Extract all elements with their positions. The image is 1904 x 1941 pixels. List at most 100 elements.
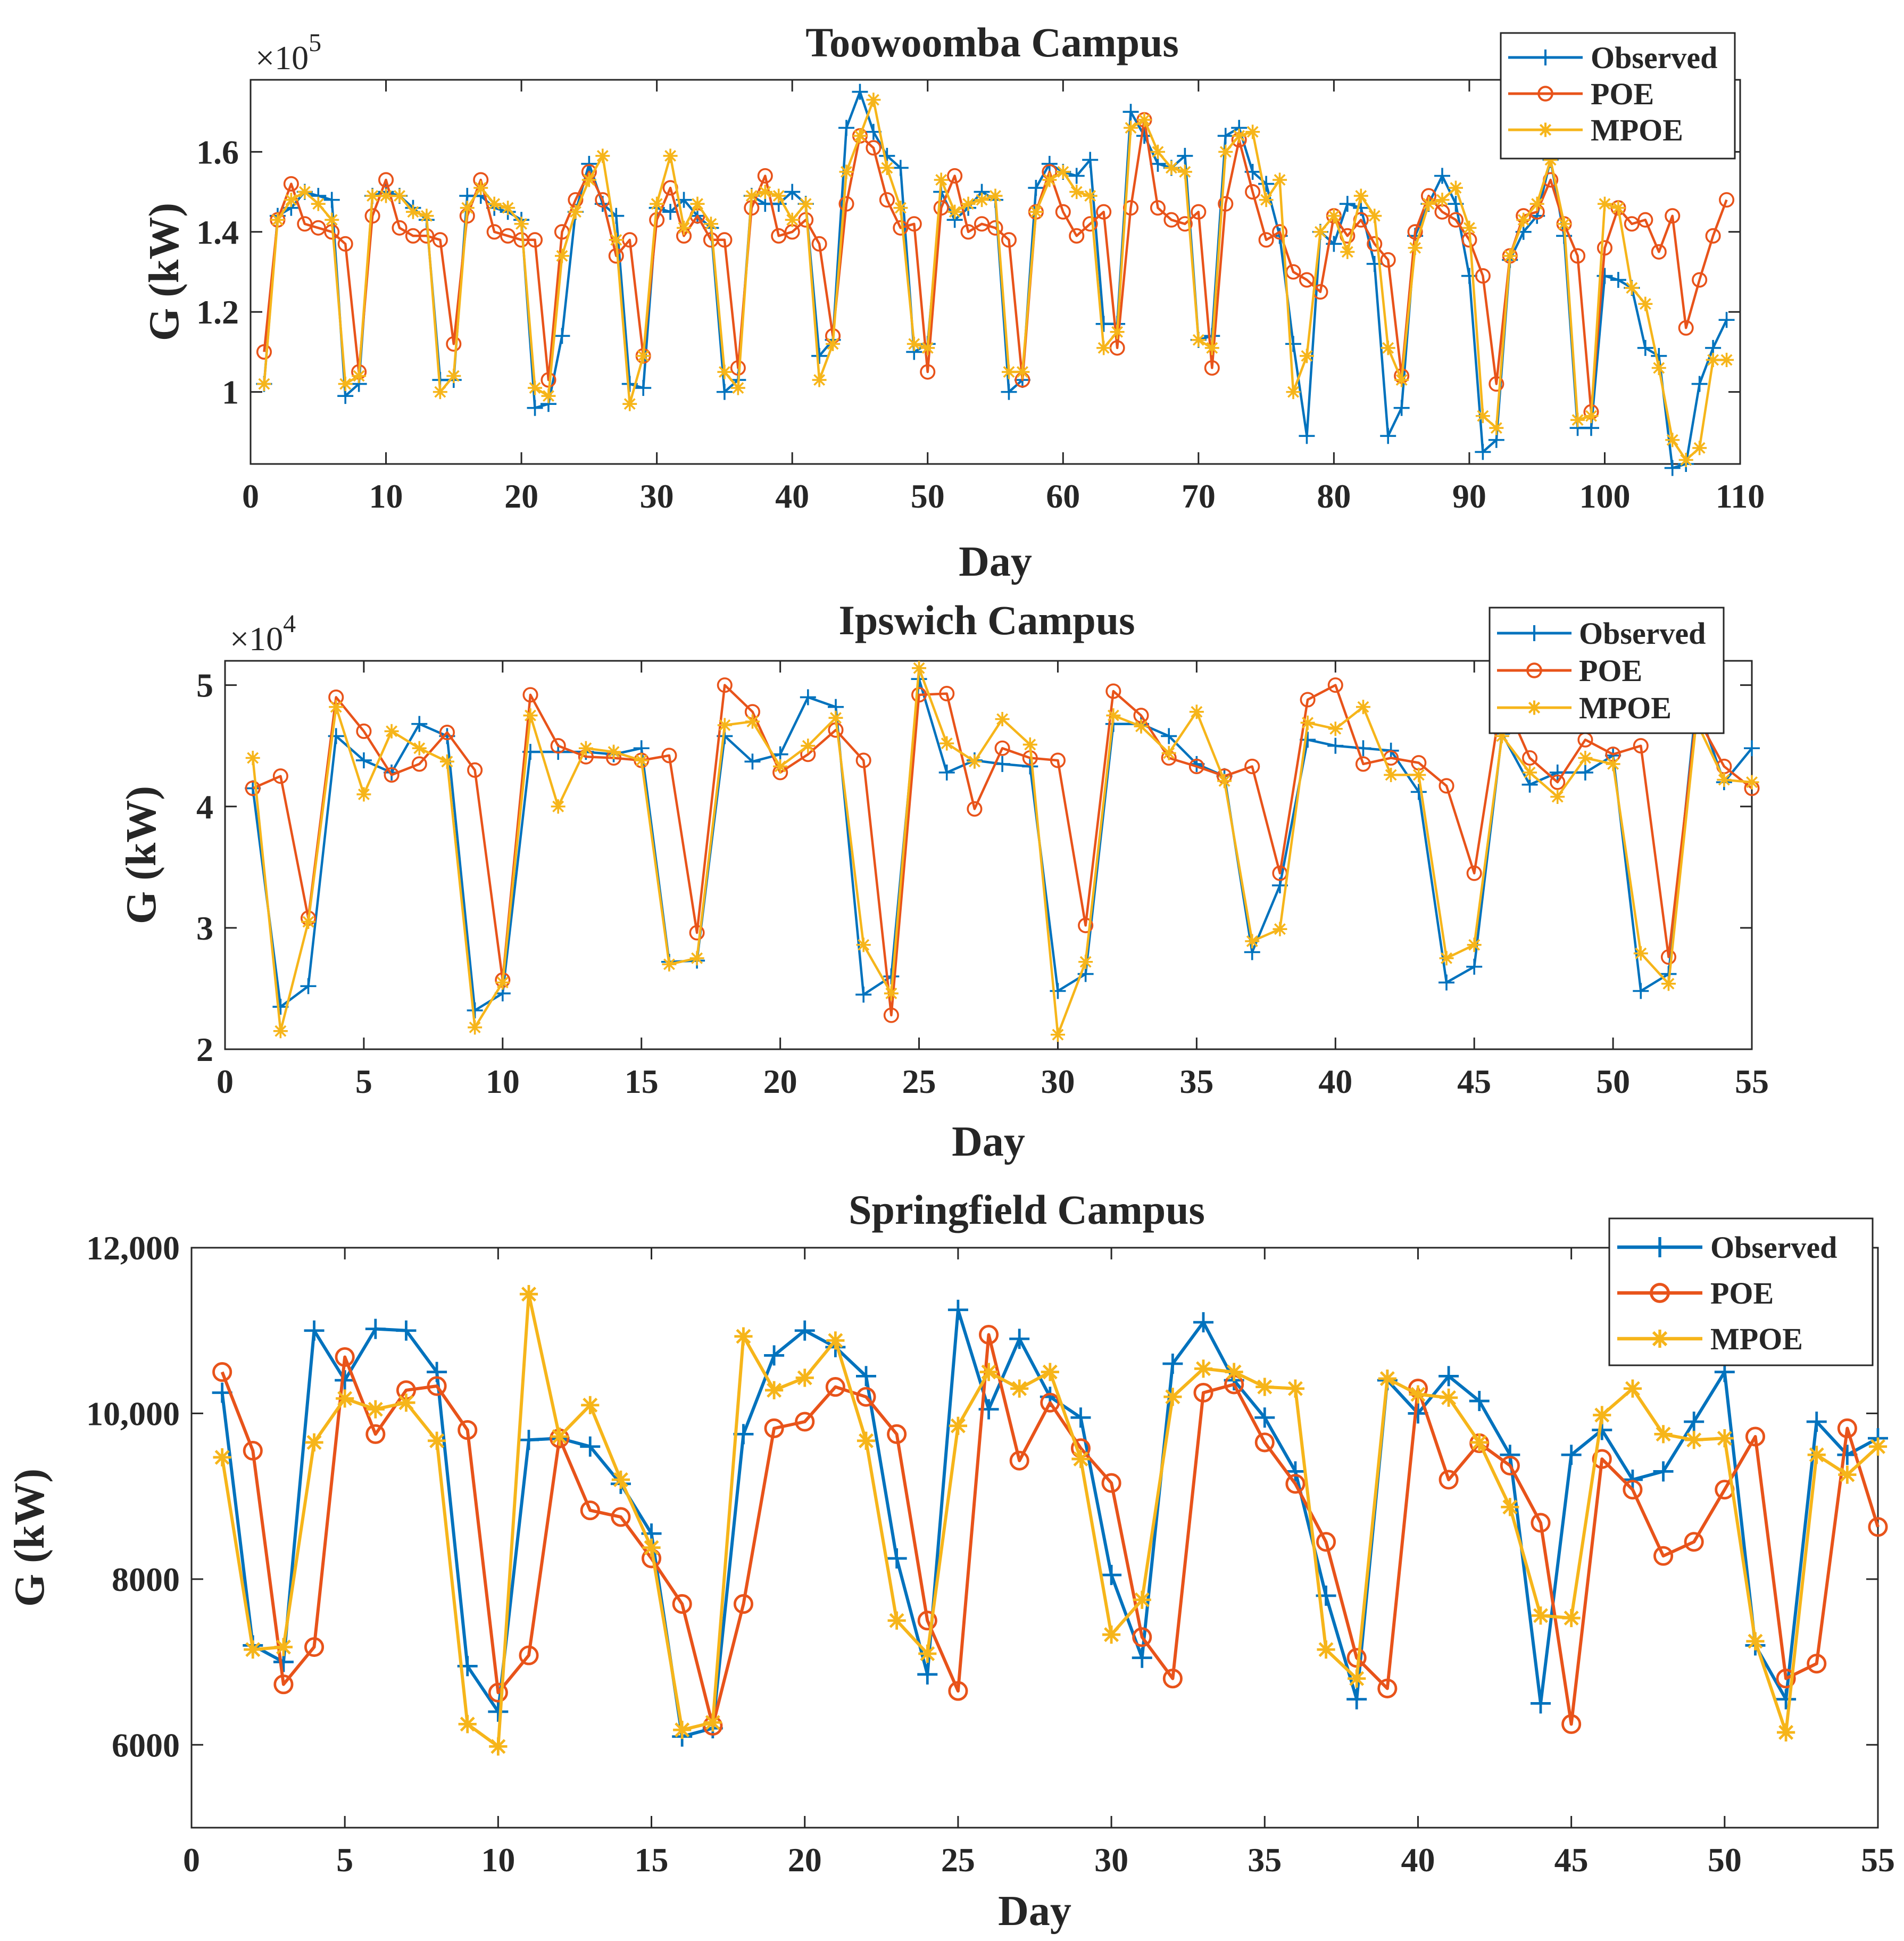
- data-point: [335, 1370, 355, 1391]
- data-point: [794, 1320, 815, 1341]
- data-point: [1868, 1437, 1888, 1456]
- data-point: [1188, 758, 1204, 775]
- data-point: [1578, 751, 1593, 765]
- data-point: [883, 1007, 899, 1023]
- x-tick-label: 30: [1041, 1063, 1075, 1100]
- data-point: [826, 336, 841, 351]
- data-point: [920, 341, 935, 355]
- data-point: [1299, 272, 1315, 288]
- data-point: [672, 1594, 692, 1614]
- data-point: [304, 1320, 325, 1341]
- data-point: [994, 740, 1010, 756]
- series-layer: [256, 84, 1735, 476]
- data-point: [1411, 767, 1426, 782]
- data-point: [948, 1681, 968, 1701]
- data-point: [1610, 272, 1626, 288]
- data-point: [1348, 1669, 1366, 1688]
- data-point: [764, 1345, 785, 1366]
- x-tick-label: 90: [1452, 477, 1486, 515]
- x-tick-label: 80: [1317, 477, 1351, 515]
- data-point: [856, 1366, 876, 1387]
- data-point: [911, 687, 927, 703]
- data-point: [1193, 1382, 1213, 1403]
- data-point: [244, 1640, 262, 1659]
- data-point: [939, 686, 955, 702]
- data-point: [1082, 152, 1099, 168]
- data-point: [1299, 349, 1314, 363]
- data-point: [1300, 715, 1315, 730]
- data-point: [297, 216, 313, 232]
- data-point: [1461, 268, 1477, 284]
- data-point: [1606, 757, 1620, 772]
- data-point: [1217, 128, 1234, 144]
- y-tick-label: 4: [196, 788, 213, 826]
- data-point: [730, 380, 745, 395]
- data-point: [1367, 209, 1382, 223]
- data-point: [1193, 1312, 1213, 1333]
- data-point: [1384, 767, 1399, 782]
- data-point: [886, 1548, 907, 1569]
- legend-marker: [1538, 122, 1553, 137]
- data-point: [1177, 147, 1193, 164]
- data-point: [458, 1420, 478, 1440]
- data-point: [1050, 1027, 1065, 1042]
- data-point: [1068, 168, 1085, 184]
- legend-entry-observed: Observed: [1508, 40, 1717, 75]
- data-point: [961, 196, 976, 211]
- x-tick-label: 10: [486, 1063, 520, 1100]
- data-point: [988, 188, 1003, 203]
- data-point: [1069, 185, 1084, 200]
- ticks: 0 10 20 30 40 50 60 70 80 90 100 110 1 1.2 1.4 1.6: [196, 80, 1765, 515]
- legend-label: MPOE: [1710, 1322, 1803, 1356]
- legend: Observed POE MPOE: [1608, 1217, 1874, 1366]
- data-point: [378, 172, 394, 188]
- data-point: [1439, 1366, 1459, 1387]
- ticks: 0 5 10 15 20 25 30 35 40 45 50 55 6000 8000 10,000 12,0…: [86, 1229, 1895, 1879]
- x-tick-label: 110: [1716, 477, 1765, 515]
- data-point: [1838, 1465, 1857, 1484]
- data-point: [1806, 1412, 1827, 1432]
- data-point: [1161, 728, 1177, 744]
- data-point: [1316, 1532, 1336, 1552]
- data-point: [1001, 232, 1017, 248]
- data-point: [1001, 384, 1017, 400]
- data-point: [1162, 1354, 1183, 1374]
- data-point: [662, 957, 677, 972]
- data-point: [1161, 745, 1176, 760]
- data-point: [939, 736, 954, 751]
- data-point: [949, 1416, 968, 1435]
- x-tick-label: 40: [1401, 1841, 1435, 1879]
- data-point: [690, 196, 705, 211]
- data-point: [978, 1324, 999, 1345]
- legend-label: POE: [1591, 77, 1654, 111]
- data-point: [987, 220, 1003, 236]
- data-point: [467, 762, 483, 778]
- legend-entry-poe: POE: [1497, 653, 1642, 688]
- data-point: [1516, 212, 1531, 227]
- data-point: [1189, 704, 1204, 719]
- data-point: [1637, 212, 1653, 228]
- data-point: [1041, 1363, 1059, 1381]
- data-point: [245, 780, 261, 797]
- legend-label: POE: [1710, 1276, 1774, 1310]
- x-tick-label: 15: [635, 1841, 669, 1879]
- data-point: [1225, 1363, 1243, 1381]
- data-point: [1653, 1461, 1674, 1482]
- data-point: [703, 217, 718, 231]
- data-point: [550, 1427, 569, 1446]
- data-point: [427, 1431, 446, 1450]
- data-point: [812, 372, 827, 387]
- data-point: [1069, 228, 1085, 244]
- data-point: [1380, 252, 1396, 268]
- data-point: [523, 708, 538, 723]
- data-point: [811, 236, 827, 252]
- data-point: [634, 753, 649, 768]
- data-point: [1718, 312, 1735, 328]
- data-point: [581, 1396, 600, 1414]
- y-multiplier: ×105: [255, 29, 321, 77]
- x-tick-label: 20: [504, 477, 538, 515]
- data-point: [1434, 168, 1450, 184]
- data-point: [1561, 1445, 1582, 1465]
- data-point: [907, 336, 921, 351]
